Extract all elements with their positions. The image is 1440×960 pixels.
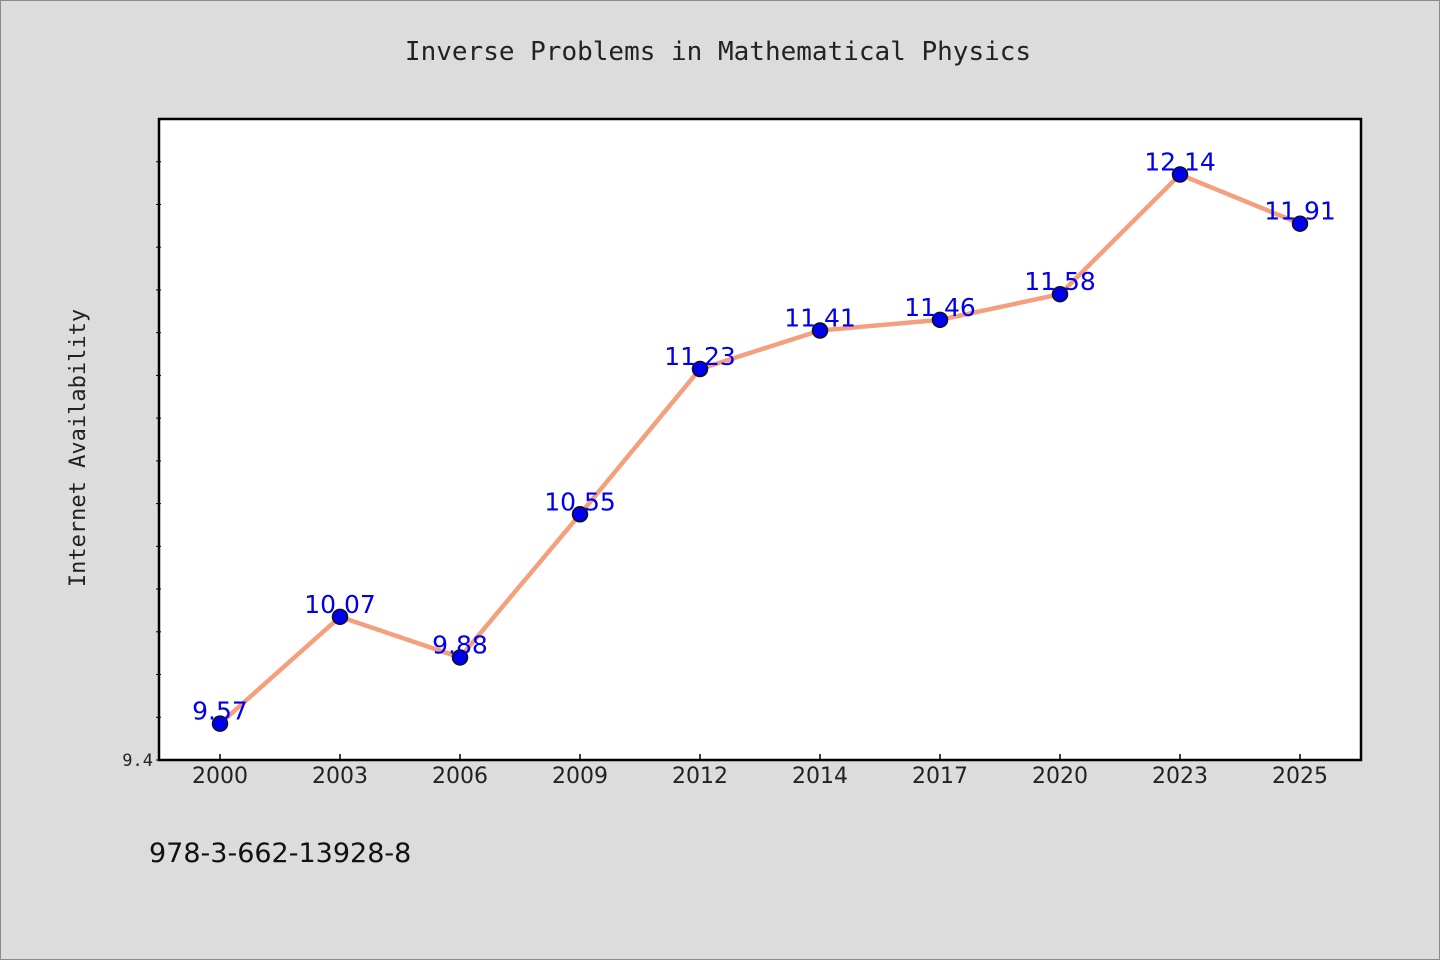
x-tick-label: 2006 (432, 764, 488, 789)
data-label: 9.57 (192, 697, 248, 726)
data-point (1291, 215, 1309, 232)
series-line-group (211, 166, 1309, 732)
x-tick-label: 2000 (192, 764, 248, 789)
y-axis-ticks: 9.4 (122, 161, 161, 771)
data-point (931, 311, 949, 329)
x-tick-label: 2020 (1032, 764, 1088, 789)
x-tick-label: 2023 (1152, 764, 1208, 789)
data-label: 12.14 (1144, 148, 1216, 177)
x-tick-label: 2017 (912, 764, 968, 789)
data-label: 11.41 (784, 304, 856, 333)
data-label: 11.46 (904, 293, 976, 322)
isbn-text: 978-3-662-13928-8 (149, 838, 411, 869)
data-point (1171, 166, 1189, 183)
chart-title: Inverse Problems in Mathematical Physics (405, 37, 1031, 67)
data-point (571, 506, 589, 523)
data-point (451, 649, 469, 666)
x-tick-label: 2003 (312, 764, 368, 789)
x-tick-label: 2009 (552, 764, 608, 789)
x-tick-label: 2012 (672, 764, 728, 789)
data-label: 11.58 (1024, 267, 1096, 296)
data-label: 11.91 (1264, 197, 1336, 226)
x-tick-label: 2014 (792, 764, 848, 789)
x-tick-label: 2025 (1272, 764, 1328, 789)
data-point (1051, 285, 1069, 303)
plot-area (157, 117, 1363, 762)
data-point (331, 608, 349, 626)
data-label: 10.07 (304, 590, 376, 619)
data-label: 11.23 (664, 342, 736, 371)
data-point (691, 360, 709, 378)
data-point (811, 322, 829, 339)
data-point (211, 715, 229, 732)
series-line (217, 172, 1303, 726)
x-axis-ticks: 2000 2003 2006 2009 2012 2014 2017 2020 2023 2025 (192, 754, 1328, 789)
data-label: 9.88 (432, 630, 488, 659)
y-tick-label: 9.4 (122, 751, 153, 771)
data-label: 10.55 (544, 487, 616, 516)
data-labels-group: 9.57 10.07 9.88 10.55 11.23 11.41 11.46 11.58 12… (192, 148, 1336, 726)
y-axis-label: Internet Availability (66, 309, 91, 587)
